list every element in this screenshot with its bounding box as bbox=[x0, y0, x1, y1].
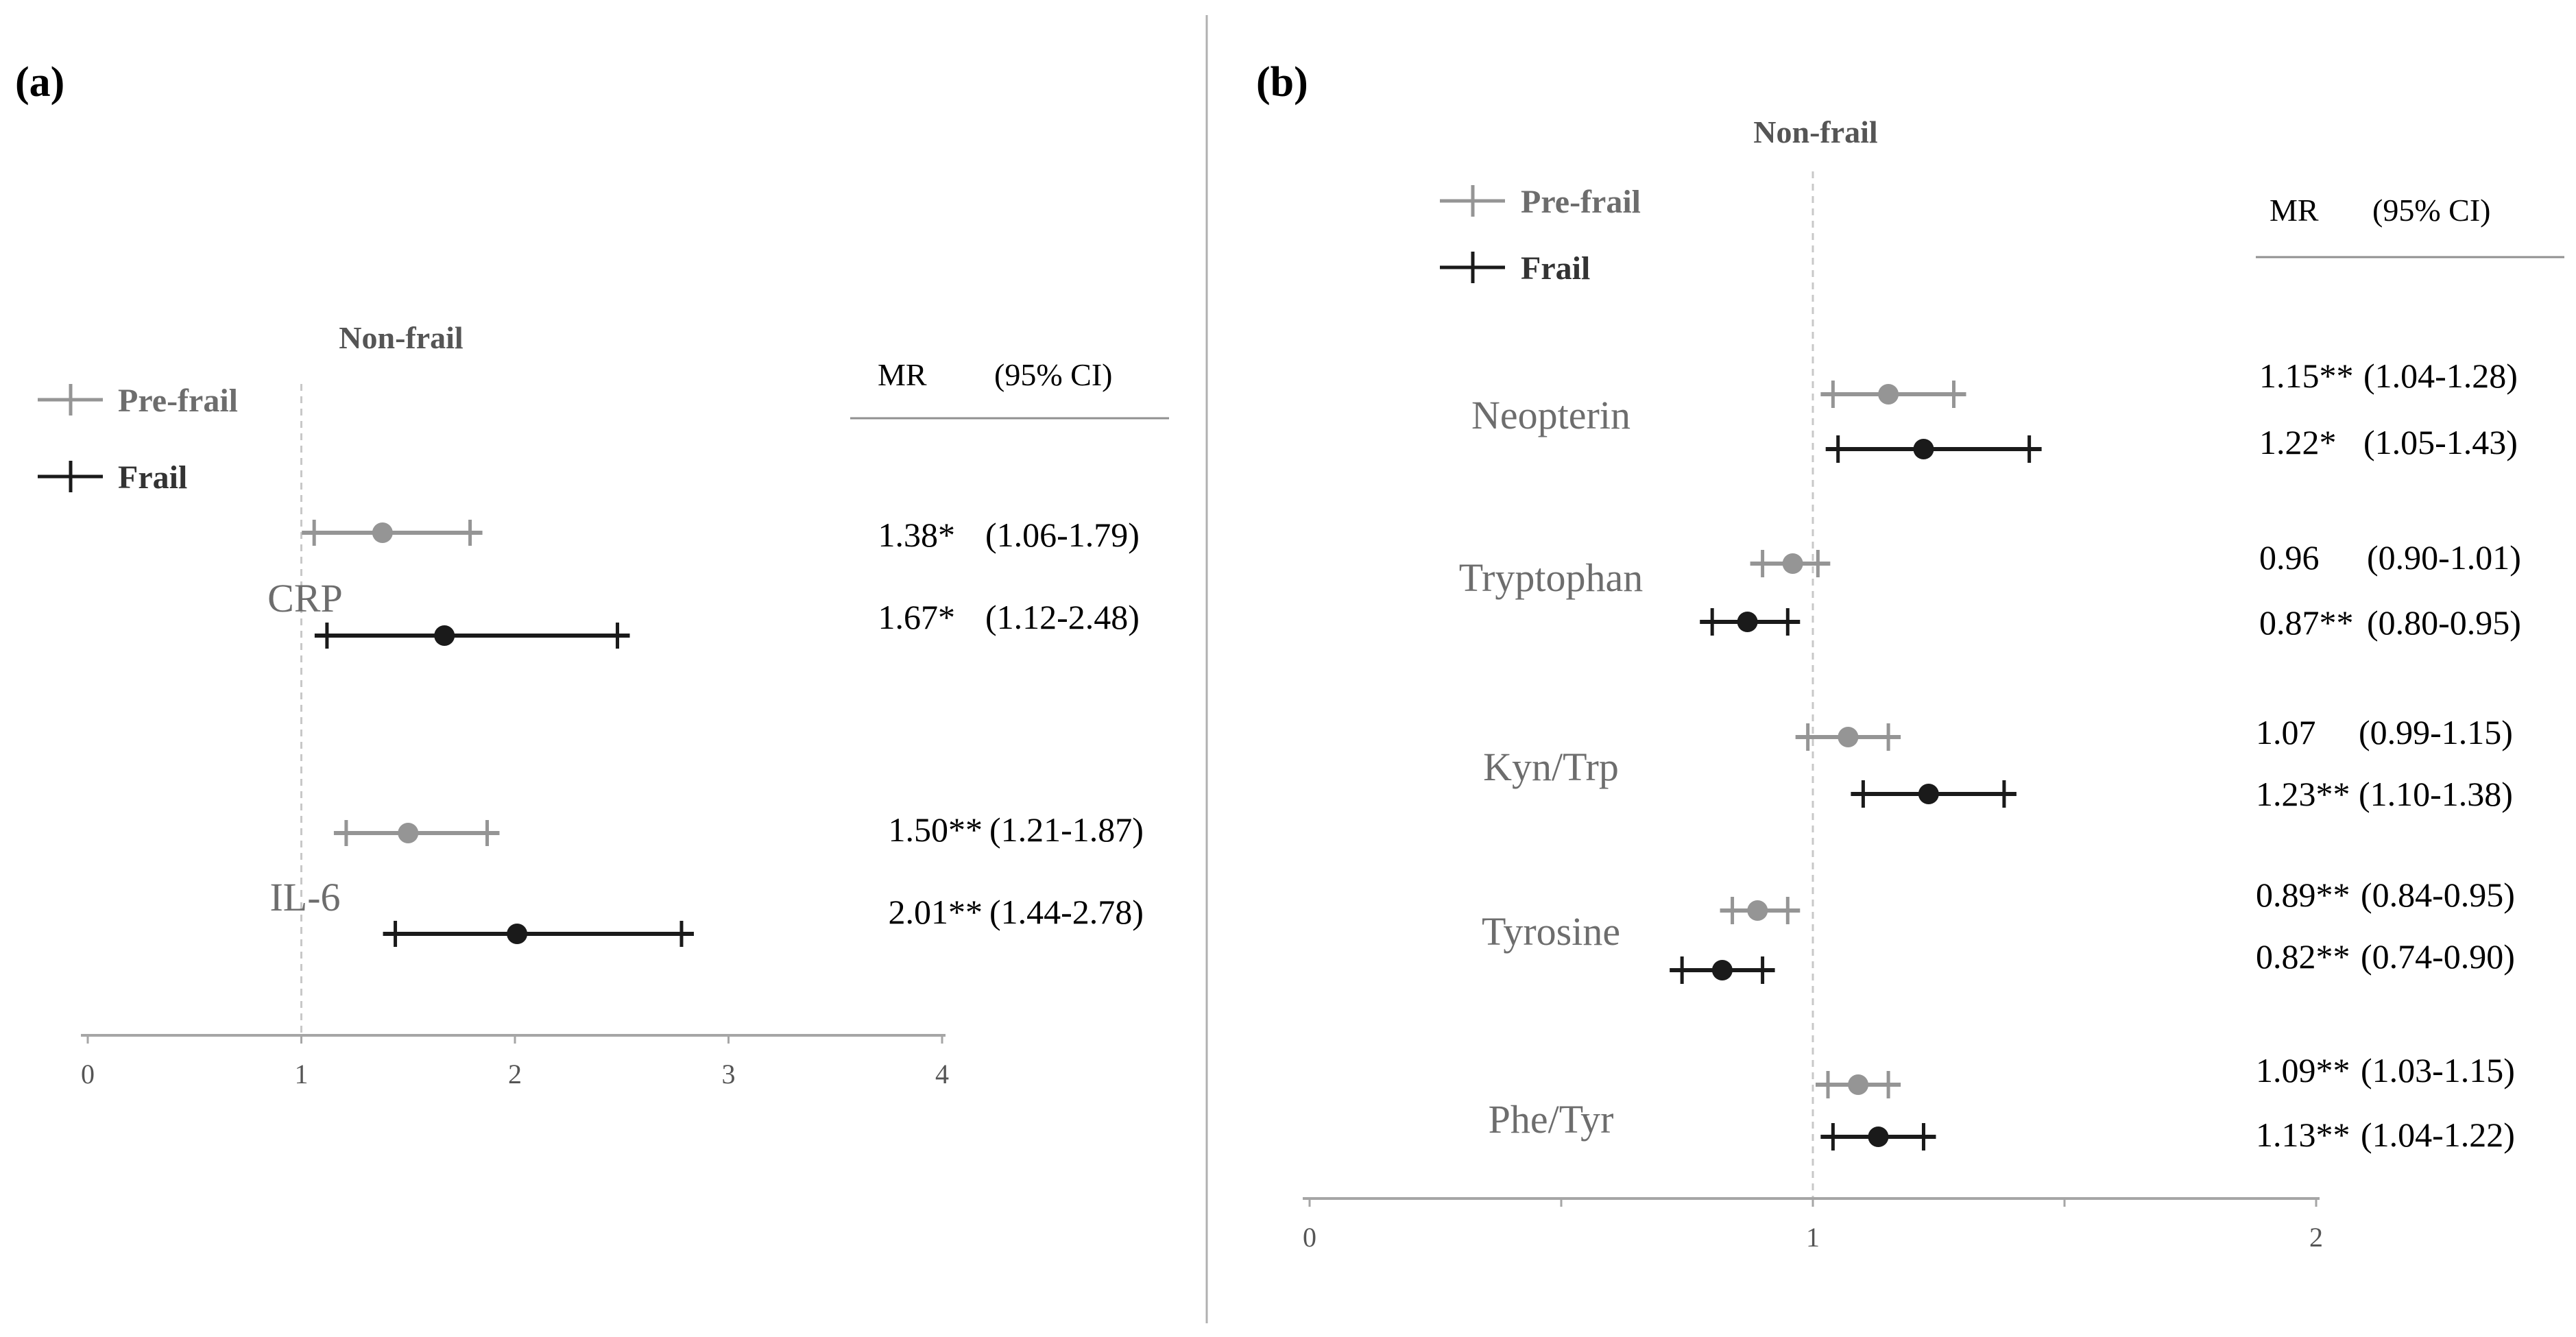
x-tick-label-2: 2 bbox=[508, 1059, 522, 1089]
point-mr-il-6-frail bbox=[507, 924, 528, 944]
value-ci-neopterin-prefrail: (1.04-1.28) bbox=[2363, 357, 2518, 395]
panel-a-header-ci: (95% CI) bbox=[994, 357, 1112, 392]
x-tick-label-0: 0 bbox=[81, 1059, 95, 1089]
panel-a-header-mr: MR bbox=[878, 357, 927, 392]
panel-a-title: Non-frail bbox=[339, 320, 463, 355]
value-mr-tyrosine-frail: 0.82** bbox=[2256, 937, 2350, 976]
value-ci-tryptophan-frail: (0.80-0.95) bbox=[2367, 603, 2521, 642]
point-mr-tryptophan-pre-frail bbox=[1782, 553, 1803, 574]
panel-a: (a) Non-frail Pre-frail Frail MR (95% CI… bbox=[15, 59, 1169, 1089]
x-tick-label-1: 1 bbox=[1806, 1222, 1820, 1253]
value-mr-neopterin-prefrail: 1.15** bbox=[2259, 357, 2354, 395]
point-mr-tyrosine-frail bbox=[1711, 960, 1733, 980]
legend-prefrail-marker-b bbox=[1440, 185, 1505, 217]
x-tick-label-4: 4 bbox=[935, 1059, 949, 1089]
panel-b-marks bbox=[1670, 381, 2042, 1151]
value-mr-kyn-trp-prefrail: 1.07 bbox=[2256, 713, 2316, 751]
value-mr-phe-tyr-prefrail: 1.09** bbox=[2256, 1051, 2350, 1089]
point-mr-il-6-pre-frail bbox=[398, 823, 419, 843]
legend-prefrail-label: Pre-frail bbox=[118, 383, 238, 419]
category-label-il6: IL-6 bbox=[269, 875, 340, 919]
value-ci-crp-frail: (1.12-2.48) bbox=[985, 598, 1140, 636]
value-ci-kyn-trp-frail: (1.10-1.38) bbox=[2359, 775, 2513, 813]
value-mr-neopterin-frail: 1.22* bbox=[2259, 423, 2337, 461]
value-mr-crp-prefrail: 1.38* bbox=[878, 516, 956, 554]
category-label-crp: CRP bbox=[267, 576, 343, 621]
point-mr-tyrosine-pre-frail bbox=[1747, 900, 1768, 921]
legend-prefrail-label-b: Pre-frail bbox=[1521, 184, 1641, 220]
point-mr-neopterin-pre-frail bbox=[1878, 384, 1899, 405]
panel-a-label: (a) bbox=[15, 59, 64, 106]
value-mr-il6-frail: 2.01** bbox=[889, 893, 983, 931]
value-ci-phe-tyr-frail: (1.04-1.22) bbox=[2361, 1116, 2515, 1154]
value-mr-tryptophan-frail: 0.87** bbox=[2259, 603, 2354, 642]
legend-frail-marker-b bbox=[1440, 252, 1505, 283]
panel-b-legend: Pre-frail Frail bbox=[1440, 184, 1641, 287]
value-ci-crp-prefrail: (1.06-1.79) bbox=[985, 516, 1140, 554]
category-label-tryptophan: Tryptophan bbox=[1459, 555, 1644, 600]
point-mr-crp-frail bbox=[434, 625, 455, 646]
legend-frail-label-b: Frail bbox=[1521, 250, 1590, 287]
panel-b-ticks: 0 1 2 bbox=[1303, 1199, 2323, 1253]
value-mr-phe-tyr-frail: 1.13** bbox=[2256, 1116, 2350, 1154]
value-ci-tyrosine-prefrail: (0.84-0.95) bbox=[2361, 876, 2515, 914]
value-mr-crp-frail: 1.67* bbox=[878, 598, 956, 636]
value-mr-kyn-trp-frail: 1.23** bbox=[2256, 775, 2350, 813]
panel-b-label: (b) bbox=[1256, 59, 1308, 106]
value-ci-il6-prefrail: (1.21-1.87) bbox=[989, 810, 1144, 849]
category-label-kyn-trp: Kyn/Trp bbox=[1483, 745, 1619, 789]
point-mr-phe-tyr-pre-frail bbox=[1848, 1074, 1869, 1095]
panel-b-title: Non-frail bbox=[1753, 115, 1877, 149]
panel-b-header-mr: MR bbox=[2270, 193, 2319, 228]
point-mr-neopterin-frail bbox=[1913, 439, 1934, 459]
legend-prefrail-marker bbox=[38, 384, 103, 415]
point-mr-crp-pre-frail bbox=[372, 522, 393, 543]
category-label-phe-tyr: Phe/Tyr bbox=[1489, 1097, 1614, 1142]
panel-b-header-ci: (95% CI) bbox=[2372, 193, 2490, 228]
category-label-tyrosine: Tyrosine bbox=[1482, 909, 1620, 954]
point-mr-phe-tyr-frail bbox=[1868, 1127, 1889, 1147]
point-mr-tryptophan-frail bbox=[1737, 612, 1758, 632]
value-mr-tyrosine-prefrail: 0.89** bbox=[2256, 876, 2350, 914]
value-ci-phe-tyr-prefrail: (1.03-1.15) bbox=[2361, 1051, 2515, 1089]
point-mr-kyn-trp-pre-frail bbox=[1838, 727, 1859, 747]
value-ci-tryptophan-prefrail: (0.90-1.01) bbox=[2367, 538, 2521, 577]
value-ci-tyrosine-frail: (0.74-0.90) bbox=[2361, 937, 2515, 976]
value-ci-neopterin-frail: (1.05-1.43) bbox=[2363, 423, 2518, 461]
x-tick-label-2: 2 bbox=[2309, 1222, 2323, 1253]
value-ci-il6-frail: (1.44-2.78) bbox=[989, 893, 1144, 931]
legend-frail-marker bbox=[38, 461, 103, 492]
panel-b: (b) Non-frail Pre-frail Frail MR (95% CI… bbox=[1256, 59, 2564, 1253]
x-tick-label-1: 1 bbox=[295, 1059, 309, 1089]
x-tick-label-3: 3 bbox=[722, 1059, 736, 1089]
x-tick-label-0: 0 bbox=[1303, 1222, 1316, 1253]
category-label-neopterin: Neopterin bbox=[1471, 393, 1630, 437]
value-mr-tryptophan-prefrail: 0.96 bbox=[2259, 538, 2320, 577]
value-mr-il6-prefrail: 1.50** bbox=[889, 810, 983, 849]
value-ci-kyn-trp-prefrail: (0.99-1.15) bbox=[2359, 713, 2513, 751]
panel-a-ticks: 0 1 2 3 4 bbox=[81, 1035, 949, 1089]
panel-a-marks bbox=[302, 520, 694, 947]
panel-a-legend: Pre-frail Frail bbox=[38, 383, 238, 496]
point-mr-kyn-trp-frail bbox=[1918, 784, 1939, 804]
legend-frail-label: Frail bbox=[118, 459, 187, 496]
